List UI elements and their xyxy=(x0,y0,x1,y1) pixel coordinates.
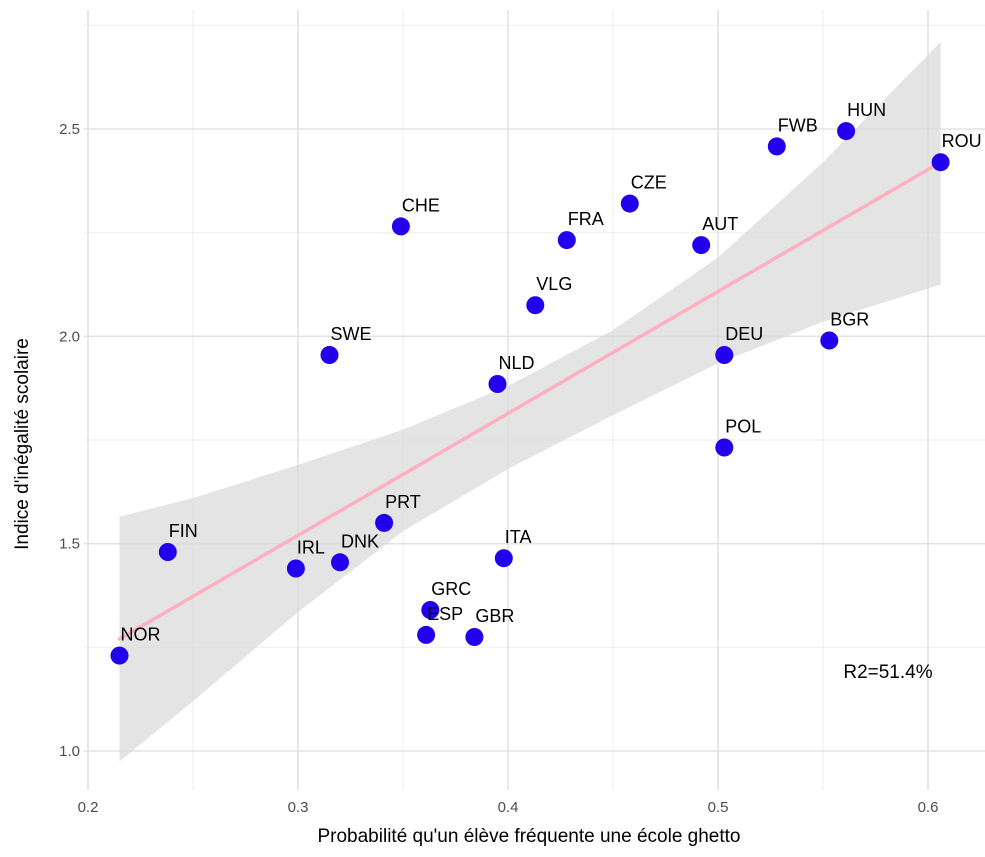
y-axis-title: Indice d'inégalité scolaire xyxy=(12,338,33,550)
data-point-ita xyxy=(494,549,513,568)
data-point-vlg xyxy=(526,296,545,315)
data-point-cze xyxy=(620,194,639,213)
data-point-dnk xyxy=(331,553,349,572)
point-label-hun: HUN xyxy=(847,100,886,120)
data-point-nld xyxy=(488,375,507,393)
point-label-rou: ROU xyxy=(942,131,982,151)
y-tick-label: 2.5 xyxy=(59,121,80,138)
y-tick-label: 2.0 xyxy=(59,328,80,345)
x-tick-label: 0.6 xyxy=(918,799,939,816)
x-axis-title: Probabilité qu'un élève fréquente une éc… xyxy=(317,826,740,847)
point-label-che: CHE xyxy=(402,195,440,215)
data-point-che xyxy=(391,217,410,236)
point-label-nor: NOR xyxy=(121,625,161,645)
data-point-bgr xyxy=(820,331,839,350)
y-tick-label: 1.5 xyxy=(59,536,80,553)
point-label-fin: FIN xyxy=(169,521,198,541)
data-point-rou xyxy=(931,153,950,172)
point-label-aut: AUT xyxy=(702,214,738,234)
regression-line xyxy=(117,160,943,641)
r2-annotation: R2=51.4% xyxy=(843,662,932,683)
point-label-cze: CZE xyxy=(631,173,667,193)
x-tick-label: 0.5 xyxy=(708,799,729,816)
point-label-pol: POL xyxy=(725,417,761,437)
data-point-aut xyxy=(692,236,711,255)
point-label-gbr: GBR xyxy=(475,606,514,626)
point-label-esp: ESP xyxy=(427,604,463,624)
data-point-hun xyxy=(837,122,856,141)
point-label-deu: DEU xyxy=(725,324,763,344)
fit-line-layer xyxy=(117,160,943,641)
data-point-gbr xyxy=(465,628,484,646)
data-point-irl xyxy=(286,559,305,578)
data-point-prt xyxy=(375,513,394,532)
point-label-vlg: VLG xyxy=(536,274,572,294)
point-label-grc: GRC xyxy=(431,579,471,599)
data-point-fwb xyxy=(767,137,786,156)
data-point-pol xyxy=(715,438,734,457)
x-tick-label: 0.2 xyxy=(78,799,99,816)
data-point-grc xyxy=(421,601,440,619)
point-label-prt: PRT xyxy=(385,492,421,512)
x-tick-label: 0.4 xyxy=(498,799,519,816)
data-point-esp xyxy=(417,625,436,644)
data-point-fin xyxy=(158,543,177,561)
point-label-fra: FRA xyxy=(568,209,604,229)
data-point-deu xyxy=(715,346,734,364)
data-point-fra xyxy=(557,231,576,250)
point-label-fwb: FWB xyxy=(778,115,818,135)
point-label-dnk: DNK xyxy=(341,531,379,551)
data-point-swe xyxy=(320,346,339,364)
point-label-irl: IRL xyxy=(297,538,325,558)
point-label-ita: ITA xyxy=(505,527,532,547)
point-label-bgr: BGR xyxy=(830,310,869,330)
points-layer xyxy=(110,122,950,665)
x-tick-label: 0.3 xyxy=(288,799,309,816)
data-point-nor xyxy=(110,646,129,665)
y-tick-label: 1.0 xyxy=(59,743,80,760)
tick-labels-layer: 0.2 0.3 0.4 0.5 0.6 1.0 1.5 2.0 2.5 xyxy=(59,121,938,816)
point-label-nld: NLD xyxy=(499,353,535,373)
point-label-swe: SWE xyxy=(331,324,372,344)
